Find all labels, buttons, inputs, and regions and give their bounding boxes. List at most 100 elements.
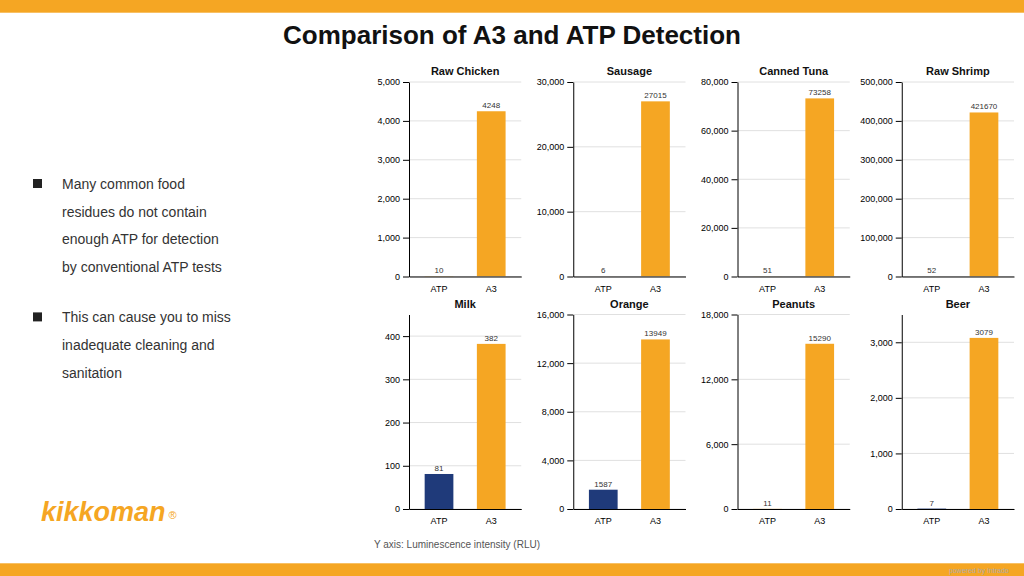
- y-tick-label: 0: [559, 272, 564, 282]
- x-tick-label: A3: [650, 516, 661, 526]
- chart: 15871394904,0008,00012,00016,000ATPA3Ora…: [537, 298, 686, 527]
- grid-line: [573, 314, 685, 315]
- data-label: 15290: [809, 334, 832, 343]
- grid: [409, 336, 521, 509]
- y-axis: 010,00020,00030,000: [537, 77, 574, 282]
- y-tick-mark: [732, 444, 738, 445]
- chart: 627015010,00020,00030,000ATPA3Sausage: [537, 65, 686, 294]
- chart: 813820100200300400ATPA3Milk: [385, 298, 522, 527]
- data-label: 7: [930, 499, 935, 508]
- bullet-square: [33, 179, 42, 188]
- y-tick: 20,000: [701, 223, 738, 233]
- y-tick-label: 0: [559, 504, 564, 514]
- y-tick-mark: [567, 509, 573, 510]
- y-tick: 200,000: [860, 194, 902, 204]
- y-tick: 0: [723, 504, 737, 514]
- y-tick-mark: [896, 277, 902, 278]
- y-axis-line: [738, 83, 739, 278]
- x-axis-line: [902, 509, 1014, 510]
- y-axis: 0100,000200,000300,000400,000500,000: [860, 77, 902, 282]
- y-tick-mark: [732, 82, 738, 83]
- chart-title: Raw Shrimp: [926, 65, 990, 77]
- y-tick: 6,000: [706, 440, 738, 450]
- y-tick-mark: [403, 336, 409, 337]
- data-label: 382: [485, 334, 499, 343]
- y-tick: 12,000: [701, 375, 738, 385]
- chart-title: Orange: [610, 298, 649, 310]
- x-tick-label: ATP: [923, 284, 940, 294]
- y-tick-label: 200,000: [860, 194, 893, 204]
- border-bottom: [0, 563, 1024, 576]
- x-tick: ATP: [431, 284, 448, 294]
- x-tick-label: A3: [978, 284, 989, 294]
- y-tick-mark: [567, 277, 573, 278]
- chart: 10424801,0002,0003,0004,0005,000ATPA3Raw…: [377, 65, 521, 294]
- y-tick-mark: [896, 509, 902, 510]
- y-tick: 400,000: [860, 116, 902, 126]
- y-tick-mark: [567, 212, 573, 213]
- y-tick: 20,000: [537, 142, 574, 152]
- x-tick: ATP: [595, 516, 612, 526]
- y-tick-label: 16,000: [537, 310, 565, 320]
- logo-mark: ®: [169, 509, 177, 521]
- y-tick-label: 12,000: [701, 375, 729, 385]
- bar: [970, 338, 999, 509]
- x-axis-line: [902, 277, 1014, 278]
- x-tick: ATP: [923, 284, 940, 294]
- y-tick-mark: [732, 509, 738, 510]
- y-tick-mark: [403, 121, 409, 122]
- y-tick-label: 300,000: [860, 155, 893, 165]
- y-tick: 0: [395, 272, 409, 282]
- x-axis: ATP A3: [902, 277, 1014, 294]
- chart: 524216700100,000200,000300,000400,000500…: [860, 65, 1014, 294]
- x-tick: A3: [486, 284, 497, 294]
- bar: [917, 508, 946, 509]
- y-tick-mark: [403, 423, 409, 424]
- bar: [970, 112, 999, 276]
- y-tick: 0: [723, 272, 737, 282]
- grid: [738, 315, 850, 510]
- y-tick: 1,000: [870, 449, 902, 459]
- y-tick-mark: [732, 131, 738, 132]
- bars: [753, 344, 834, 509]
- bars: [917, 112, 998, 276]
- y-tick-mark: [896, 199, 902, 200]
- border-top: [0, 0, 1024, 13]
- y-tick: 0: [888, 272, 902, 282]
- y-axis-line: [573, 315, 574, 510]
- y-tick: 0: [559, 272, 573, 282]
- y-tick-label: 2,000: [870, 393, 893, 403]
- y-tick: 2,000: [377, 194, 409, 204]
- y-tick-label: 4,000: [542, 456, 565, 466]
- x-axis: ATPA3: [902, 510, 1014, 527]
- y-tick: 3,000: [870, 338, 902, 348]
- y-tick-label: 3,000: [870, 338, 893, 348]
- chart-title: Raw Chicken: [431, 65, 500, 77]
- y-tick-label: 100: [385, 461, 400, 471]
- y-tick: 8,000: [542, 407, 574, 417]
- bar: [917, 276, 946, 277]
- x-tick-label: A3: [486, 516, 497, 526]
- x-tick-label: ATP: [759, 284, 776, 294]
- y-tick-label: 0: [723, 504, 728, 514]
- x-tick-label: ATP: [431, 516, 448, 526]
- y-tick-mark: [567, 412, 573, 413]
- x-tick: ATP: [923, 516, 940, 526]
- y-tick-mark: [403, 160, 409, 161]
- x-tick-label: ATP: [431, 284, 448, 294]
- y-tick-label: 40,000: [701, 175, 729, 185]
- y-tick: 2,000: [870, 393, 902, 403]
- grid-line: [902, 82, 1014, 83]
- x-tick-label: ATP: [923, 516, 940, 526]
- y-tick-mark: [732, 277, 738, 278]
- y-tick: 0: [559, 504, 573, 514]
- y-tick: 5,000: [377, 77, 409, 87]
- data-label: 73258: [809, 88, 832, 97]
- bullet-text: by conventional ATP tests: [62, 259, 222, 275]
- y-tick-label: 3,000: [377, 155, 400, 165]
- data-label: 13949: [644, 329, 667, 338]
- y-tick-mark: [567, 82, 573, 83]
- x-tick-label: A3: [814, 284, 825, 294]
- data-label: 81: [435, 464, 444, 473]
- grid: [738, 82, 850, 277]
